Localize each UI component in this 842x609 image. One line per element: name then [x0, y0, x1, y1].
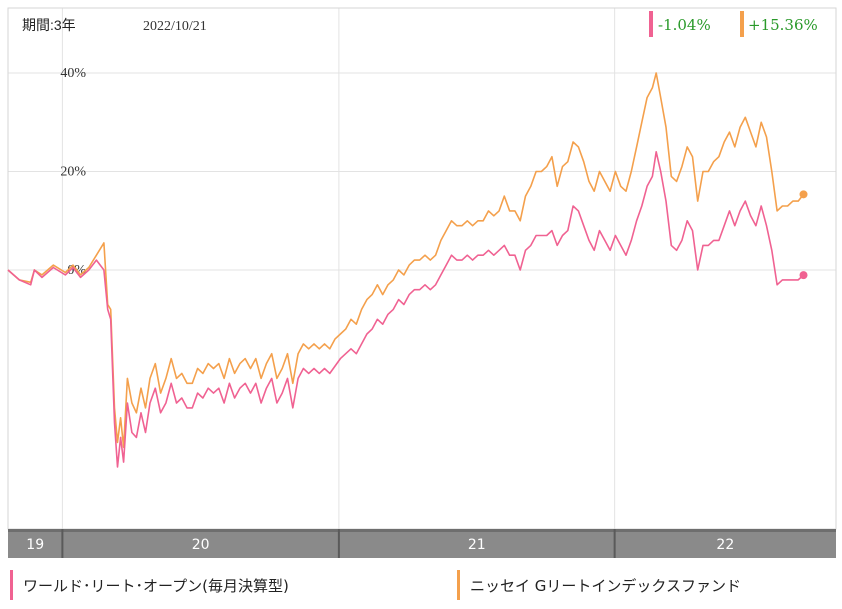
legend-swatch-world-reit — [10, 570, 13, 600]
return-value-1: -1.04% — [658, 16, 711, 34]
legend-label-nissay-greit: ニッセイ Gリートインデックスファンド — [470, 576, 741, 595]
series-end-marker-1 — [799, 190, 808, 199]
series-lines — [7, 72, 805, 468]
plot-frame — [7, 7, 837, 530]
x-tick-label: 20 — [192, 537, 210, 553]
return-swatch-1 — [649, 11, 653, 37]
return-value-2: +15.36% — [748, 16, 818, 34]
chart-grid — [8, 8, 836, 529]
period-label: 期間:3年 — [22, 17, 76, 33]
x-axis-bar-edge — [8, 529, 836, 532]
line-chart: 40%20%0% 19 20 21 22 期間:3年 2022/10/21 -1.04… — [7, 7, 837, 558]
series-line-2 — [7, 151, 805, 468]
legend-item-nissay-greit: ニッセイ Gリートインデックスファンド — [457, 569, 741, 601]
legend-swatch-nissay-greit — [457, 570, 460, 600]
x-tick-label: 21 — [468, 537, 486, 553]
end-markers — [799, 190, 808, 280]
x-tick-label: 22 — [716, 537, 734, 553]
series-line-1 — [7, 72, 805, 449]
y-tick-labels: 40%20%0% — [60, 66, 86, 278]
series-end-marker-2 — [799, 271, 808, 280]
x-axis-bar — [8, 529, 836, 558]
return-swatch-2 — [740, 11, 744, 37]
x-tick-label: 19 — [26, 537, 44, 553]
x-axis-band: 19 20 21 22 — [8, 529, 836, 558]
y-tick-label: 40% — [60, 66, 86, 81]
as-of-date: 2022/10/21 — [143, 19, 207, 34]
y-tick-label: 20% — [60, 165, 86, 180]
legend-label-world-reit: ワールド･リート･オープン(毎月決算型) — [23, 576, 289, 595]
legend-item-world-reit: ワールド･リート･オープン(毎月決算型) — [10, 569, 289, 601]
